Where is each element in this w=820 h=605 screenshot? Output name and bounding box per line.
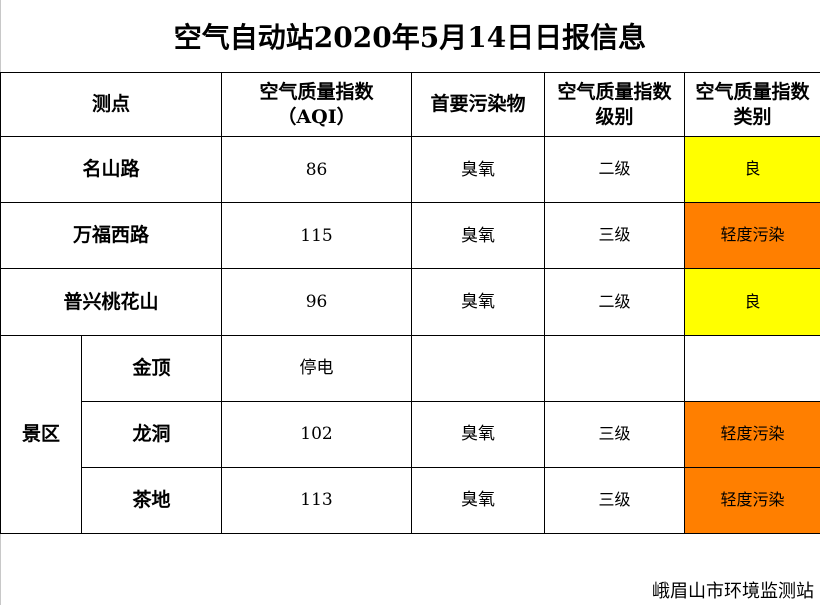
header-row: 测点 空气质量指数 （AQI） 首要污染物 空气质量指数 级别 空气质量指数 类…	[0, 71, 820, 138]
aqi-value: 113	[221, 466, 413, 535]
header-level: 空气质量指数 级别	[544, 71, 686, 138]
footer-org: 峨眉山市环境监测站	[652, 581, 814, 602]
table-row: 名山路 86 臭氧 二级 良	[0, 136, 820, 204]
aqi-value: 102	[221, 400, 413, 468]
header-station: 测点	[0, 71, 223, 138]
aqi-category	[684, 334, 820, 402]
primary-pollutant: 臭氧	[411, 268, 546, 336]
primary-pollutant: 臭氧	[411, 400, 546, 468]
aqi-category: 良	[684, 136, 820, 204]
table-row: 普兴桃花山 96 臭氧 二级 良	[0, 268, 820, 336]
aqi-level: 二级	[544, 268, 686, 336]
station-name: 普兴桃花山	[0, 268, 223, 336]
aqi-level: 三级	[544, 466, 686, 535]
table-row: 龙洞 102 臭氧 三级 轻度污染	[1, 400, 820, 468]
aqi-value: 停电	[221, 334, 413, 402]
header-category-line2: 类别	[733, 105, 772, 128]
primary-pollutant: 臭氧	[411, 136, 546, 204]
station-name: 茶地	[80, 466, 223, 535]
primary-pollutant: 臭氧	[411, 466, 546, 535]
aqi-level	[544, 334, 686, 402]
aqi-category: 轻度污染	[684, 400, 820, 468]
aqi-value: 115	[221, 202, 413, 270]
header-aqi-line2: （AQI）	[277, 105, 356, 128]
header-category: 空气质量指数 类别	[684, 71, 820, 138]
scenic-group-label: 景区	[0, 334, 82, 535]
aqi-category: 轻度污染	[684, 466, 820, 535]
station-name: 金顶	[80, 334, 223, 402]
report-title: 空气自动站2020年5月14日日报信息	[173, 21, 647, 54]
aqi-value: 86	[221, 136, 413, 204]
header-aqi-line1: 空气质量指数	[259, 80, 374, 103]
primary-pollutant	[411, 334, 546, 402]
station-name: 名山路	[0, 136, 223, 204]
header-aqi: 空气质量指数 （AQI）	[221, 71, 413, 138]
station-name: 龙洞	[80, 400, 223, 468]
header-level-line2: 级别	[595, 105, 634, 128]
aqi-level: 二级	[544, 136, 686, 204]
table-row: 茶地 113 臭氧 三级 轻度污染	[1, 466, 820, 535]
aqi-category: 轻度污染	[684, 202, 820, 270]
aqi-level: 三级	[544, 202, 686, 270]
aqi-level: 三级	[544, 400, 686, 468]
aqi-value: 96	[221, 268, 413, 336]
header-category-line1: 空气质量指数	[695, 80, 810, 103]
header-pollutant: 首要污染物	[411, 71, 546, 138]
table-row: 万福西路 115 臭氧 三级 轻度污染	[0, 202, 820, 270]
primary-pollutant: 臭氧	[411, 202, 546, 270]
table-row: 景区 金顶 停电	[0, 334, 820, 535]
station-name: 万福西路	[0, 202, 223, 270]
aqi-report-table: 测点 空气质量指数 （AQI） 首要污染物 空气质量指数 级别 空气质量指数 类…	[0, 71, 820, 535]
header-level-line1: 空气质量指数	[557, 80, 672, 103]
aqi-category: 良	[684, 268, 820, 336]
